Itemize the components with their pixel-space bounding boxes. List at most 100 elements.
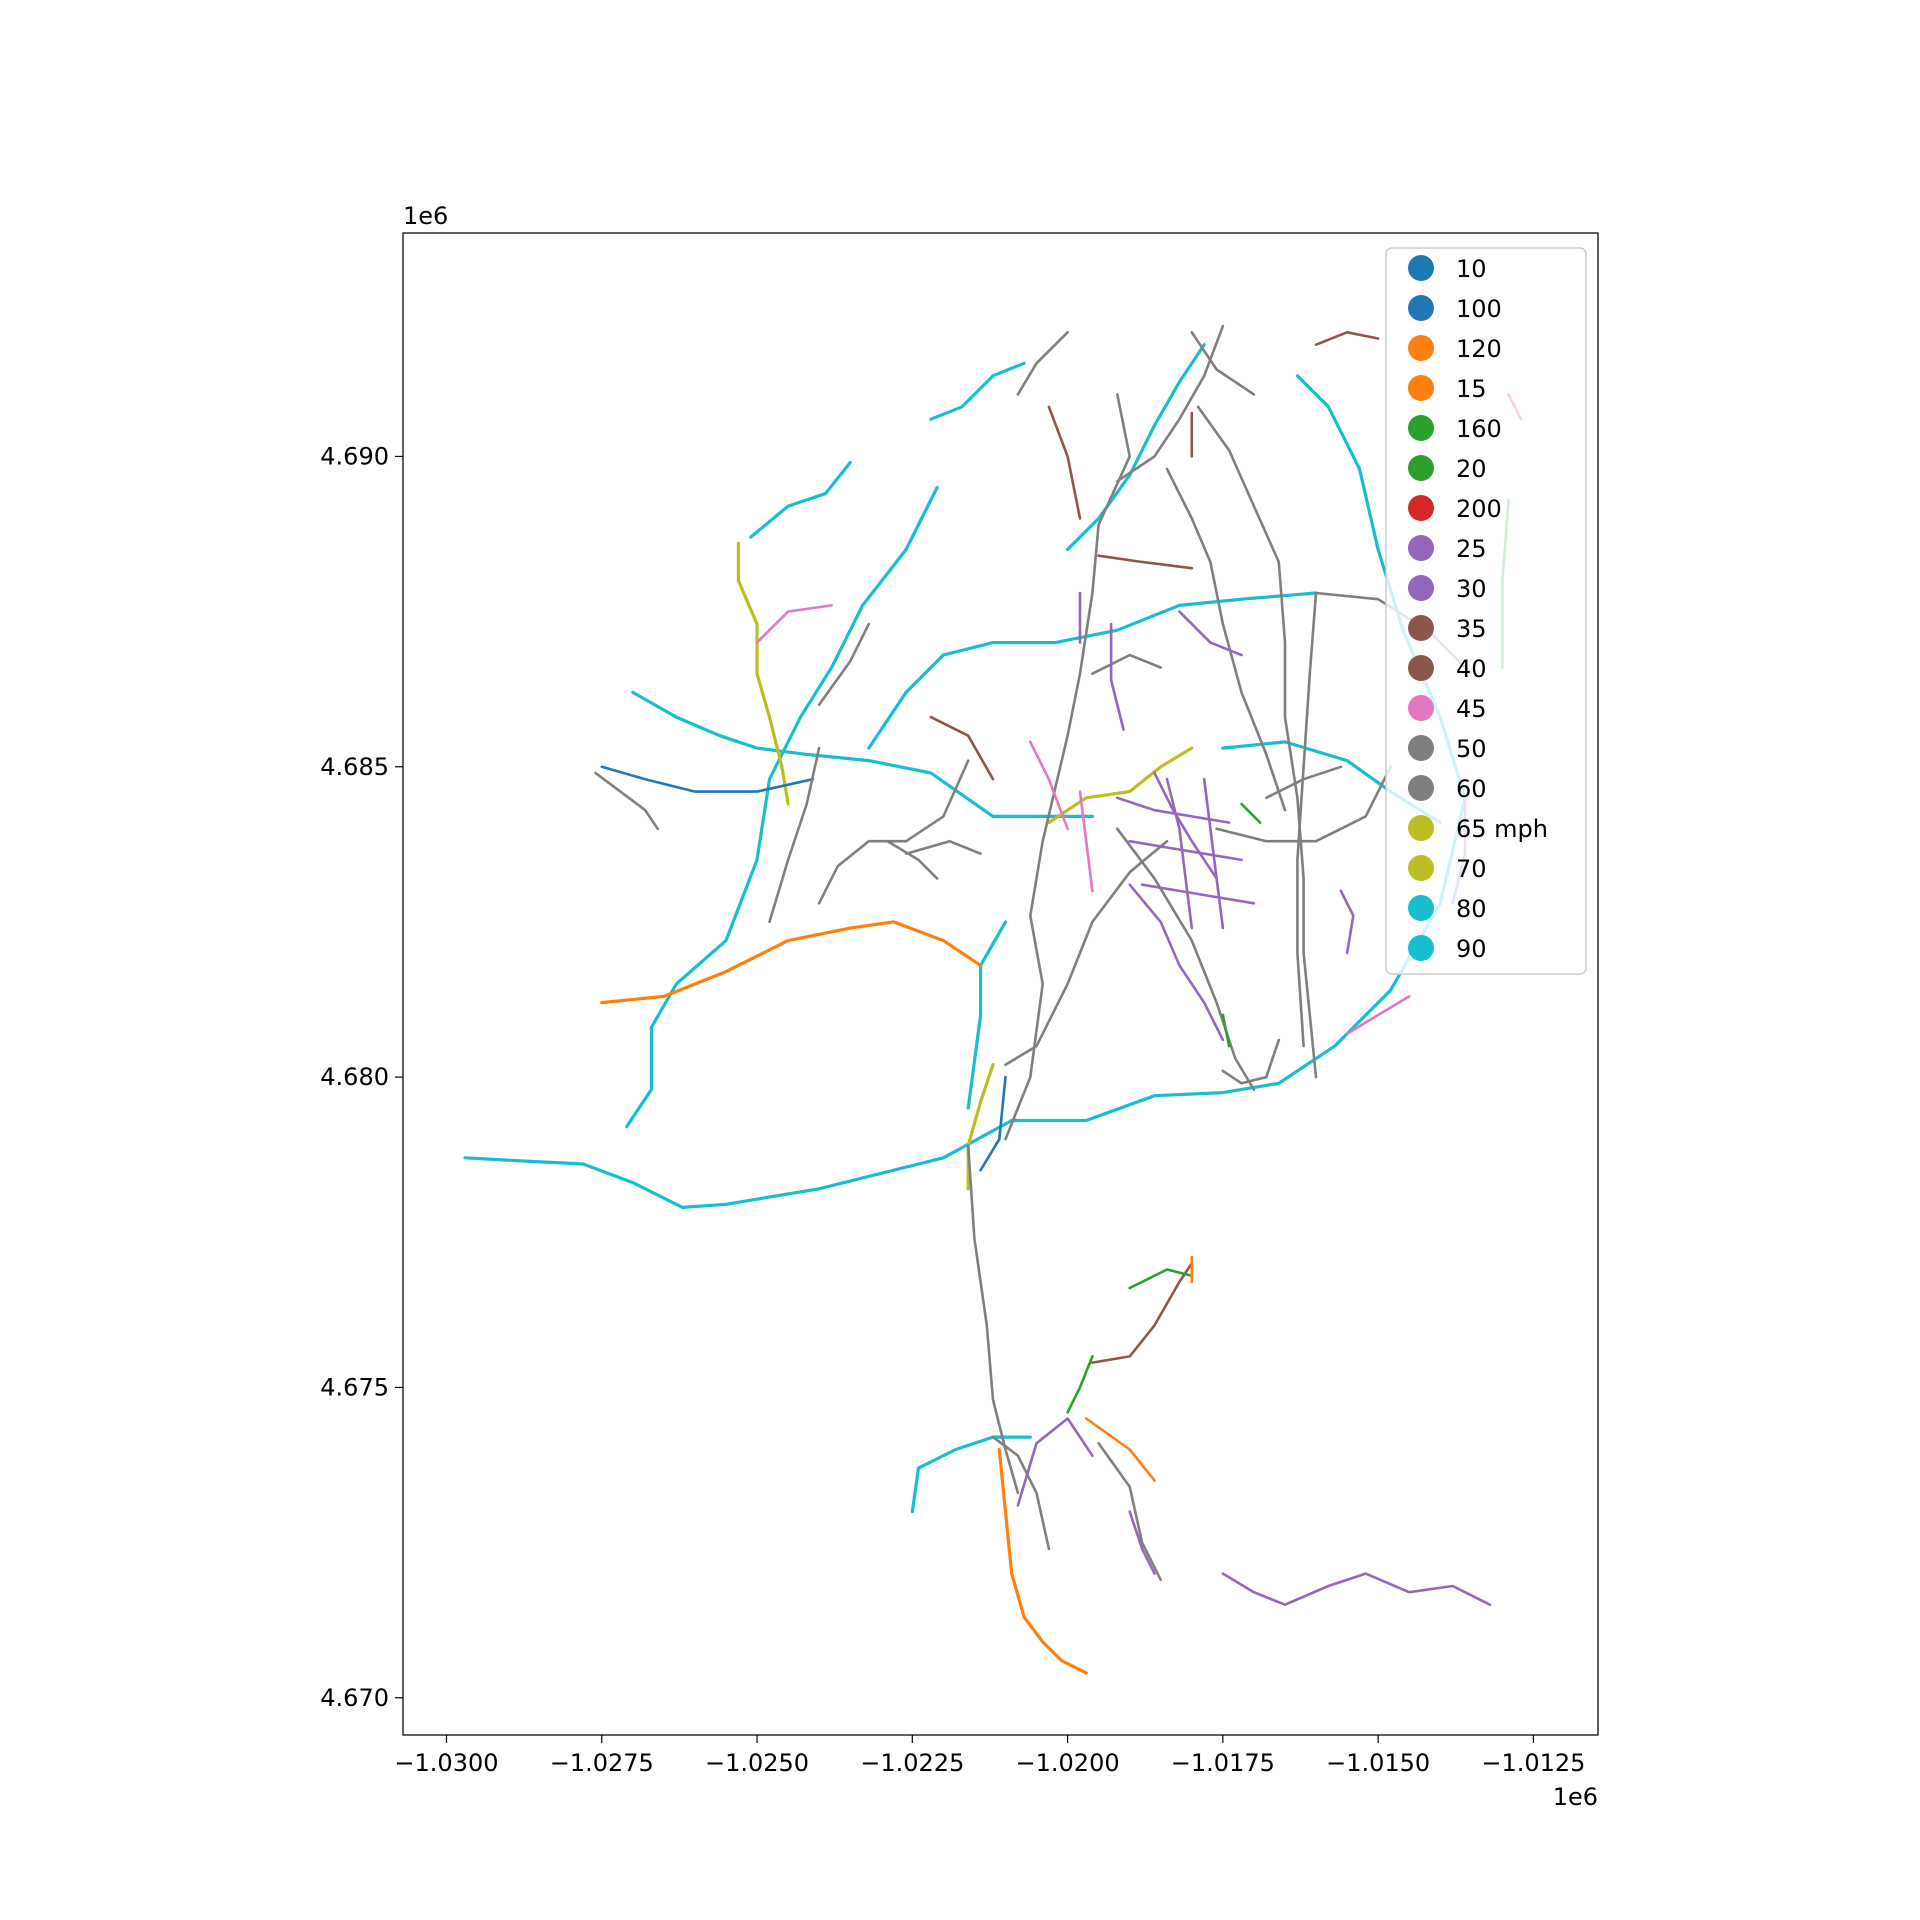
road-segment <box>886 839 939 880</box>
x-tick-label: −1.0300 <box>394 1749 498 1777</box>
road-segment <box>1004 393 1131 1141</box>
road-segment <box>1190 331 1256 396</box>
legend-label: 100 <box>1456 295 1502 323</box>
y-axis: 4.670 4.675 4.680 4.685 4.690 <box>320 442 403 1712</box>
legend-marker <box>1408 615 1434 641</box>
road-segment <box>929 715 995 781</box>
road-segment <box>1165 467 1287 812</box>
road-segment <box>1091 1262 1194 1364</box>
road-segment <box>736 541 790 806</box>
legend-label: 90 <box>1456 935 1487 963</box>
road-segment <box>1097 1442 1162 1582</box>
road-segment <box>979 1075 1007 1172</box>
legend-marker <box>1408 375 1434 401</box>
legend-label: 50 <box>1456 735 1487 763</box>
legend-label: 35 <box>1456 615 1487 643</box>
road-segment <box>1165 777 1194 930</box>
x-tick-label: −1.0175 <box>1171 1749 1275 1777</box>
road-segment <box>1221 1013 1231 1048</box>
legend-marker <box>1408 455 1434 481</box>
road-segment <box>1004 839 1169 1066</box>
road-segment <box>625 485 939 1129</box>
road-segment <box>1128 883 1225 1042</box>
legend-marker <box>1408 295 1434 321</box>
road-segment <box>997 1447 1088 1675</box>
road-segment <box>1296 591 1318 1048</box>
road-segment <box>966 920 1008 1110</box>
road-segment <box>1221 1038 1281 1085</box>
x-axis: −1.0300 −1.0275 −1.0250 −1.0225 −1.0200 −1.01… <box>394 1735 1585 1777</box>
road-segment <box>1066 1355 1094 1414</box>
road-segment <box>1078 790 1094 893</box>
legend-label: 65 mph <box>1456 815 1548 843</box>
roads-layer <box>463 324 1523 1675</box>
legend-label: 20 <box>1456 455 1487 483</box>
y-tick-label: 4.690 <box>320 442 389 470</box>
road-segment <box>910 1435 1032 1514</box>
x-tick-label: −1.0250 <box>705 1749 809 1777</box>
legend-frame <box>1385 247 1587 975</box>
legend-marker <box>1408 855 1434 881</box>
legend-label: 15 <box>1456 375 1487 403</box>
legend-label: 80 <box>1456 895 1487 923</box>
road-segment <box>1265 765 1343 800</box>
road-segment <box>1128 1510 1156 1575</box>
legend-marker <box>1408 935 1434 961</box>
road-segment <box>1128 1268 1194 1290</box>
road-segment <box>1178 610 1243 657</box>
x-tick-label: −1.0275 <box>550 1749 654 1777</box>
road-segment <box>749 461 852 539</box>
road-segment <box>966 1063 995 1191</box>
road-segment <box>1109 622 1125 731</box>
road-segment <box>1091 653 1162 675</box>
road-segment <box>1153 771 1218 880</box>
legend-label: 160 <box>1456 415 1502 443</box>
y-tick-label: 4.685 <box>320 753 389 781</box>
road-segment <box>631 690 1094 818</box>
x-tick-label: −1.0125 <box>1481 1749 1585 1777</box>
road-segment <box>1140 883 1256 905</box>
road-segment <box>904 839 982 855</box>
road-segment <box>1066 343 1206 552</box>
legend-label: 70 <box>1456 855 1487 883</box>
legend-marker <box>1408 495 1434 521</box>
x-tick-label: −1.0150 <box>1326 1749 1430 1777</box>
road-segment <box>1097 554 1194 570</box>
y-tick-label: 4.670 <box>320 1684 389 1712</box>
road-segment <box>1221 1572 1492 1606</box>
legend-label: 120 <box>1456 335 1502 363</box>
road-segment <box>600 920 983 1005</box>
road-segment <box>1116 827 1256 1091</box>
legend-marker <box>1408 815 1434 841</box>
legend-marker <box>1408 415 1434 441</box>
road-segment <box>1314 331 1380 346</box>
road-segment <box>768 746 821 924</box>
road-segment <box>1215 765 1392 843</box>
road-segment <box>966 1144 1020 1495</box>
legend-marker <box>1408 255 1434 281</box>
legend: 10 100 120 15 160 20 200 25 30 35 40 45 50 60 65 mph 70… <box>1385 247 1587 975</box>
y-tick-label: 4.680 <box>320 1063 389 1091</box>
road-segment <box>1084 1417 1156 1482</box>
legend-label: 200 <box>1456 495 1502 523</box>
legend-label: 25 <box>1456 535 1487 563</box>
plot-frame <box>402 232 1599 1736</box>
road-segment <box>1029 740 1069 831</box>
legend-marker <box>1408 335 1434 361</box>
road-segment <box>1016 331 1069 396</box>
legend-marker <box>1408 575 1434 601</box>
road-segment <box>867 591 1318 750</box>
road-segment <box>1047 746 1194 825</box>
legend-label: 10 <box>1456 255 1487 283</box>
road-segment <box>1345 995 1411 1035</box>
x-tick-label: −1.0225 <box>860 1749 964 1777</box>
x-tick-label: −1.0200 <box>1016 1749 1120 1777</box>
road-segment <box>594 771 659 831</box>
legend-label: 60 <box>1456 775 1487 803</box>
road-segment <box>1240 802 1262 824</box>
legend-marker <box>1408 655 1434 681</box>
road-segment <box>1339 889 1355 955</box>
legend-marker <box>1408 695 1434 721</box>
